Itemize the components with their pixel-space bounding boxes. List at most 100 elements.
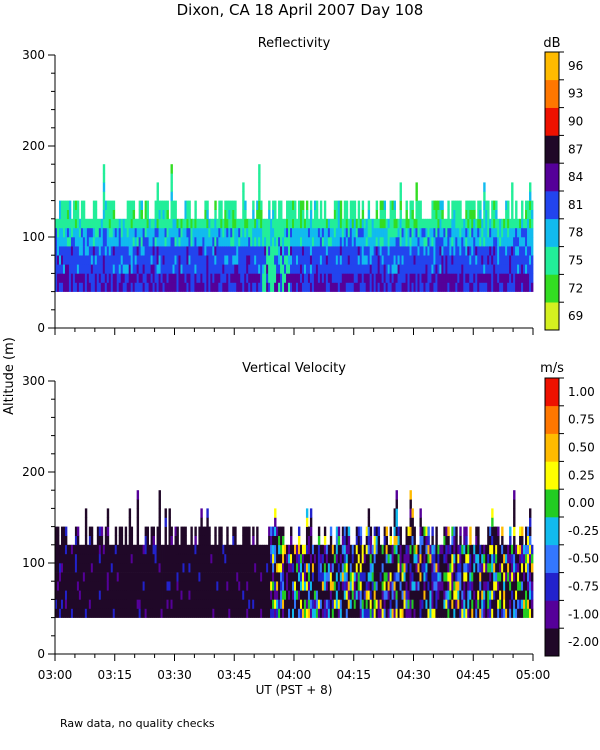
heatmap-cell — [525, 608, 528, 618]
heatmap-cell — [511, 608, 514, 618]
heatmap-cell — [501, 535, 504, 546]
heatmap-cell — [319, 218, 323, 229]
heatmap-column — [182, 218, 185, 292]
heatmap-cell — [411, 544, 414, 555]
heatmap-cell — [206, 218, 209, 229]
heatmap-cell — [104, 544, 108, 555]
heatmap-column — [238, 218, 241, 292]
heatmap-cell — [280, 255, 283, 265]
heatmap-cell — [72, 608, 76, 618]
heatmap-cell — [68, 246, 72, 256]
heatmap-cell — [383, 227, 387, 238]
heatmap-cell — [68, 264, 72, 274]
heatmap-column — [102, 164, 106, 292]
heatmap-cell — [331, 572, 335, 582]
heatmap-cell — [489, 590, 492, 600]
heatmap-cell — [242, 563, 245, 573]
heatmap-cell — [230, 581, 233, 591]
heatmap-cell — [435, 209, 438, 220]
heatmap-column — [335, 200, 339, 292]
heatmap-cell — [429, 218, 432, 229]
heatmap-cell — [319, 227, 323, 238]
heatmap-cell — [463, 535, 466, 546]
heatmap-cell — [425, 264, 428, 274]
heatmap-column — [270, 526, 273, 618]
heatmap-cell — [359, 255, 363, 265]
heatmap-cell — [359, 563, 363, 573]
heatmap-cell — [385, 264, 389, 274]
heatmap-cell — [62, 526, 66, 536]
heatmap-cell — [531, 282, 534, 292]
heatmap-cell — [198, 608, 201, 618]
heatmap-cell — [427, 572, 430, 582]
heatmap-cell — [236, 227, 239, 238]
heatmap-cell — [170, 581, 173, 591]
heatmap-cell — [280, 572, 283, 582]
heatmap-cell — [264, 273, 267, 283]
heatmap-cell — [469, 237, 472, 247]
heatmap-cell — [439, 255, 442, 265]
heatmap-cell — [309, 517, 313, 527]
heatmap-cell — [202, 608, 205, 618]
heatmap-cell — [158, 264, 161, 274]
heatmap-cell — [413, 526, 416, 536]
heatmap-cell — [55, 608, 58, 618]
heatmap-cell — [168, 508, 171, 518]
heatmap-cell — [190, 553, 193, 564]
heatmap-cell — [373, 572, 377, 582]
heatmap-cell — [405, 535, 408, 546]
heatmap-cell — [286, 209, 289, 220]
heatmap-cell — [419, 544, 422, 555]
heatmap-cell — [286, 282, 289, 292]
heatmap-cell — [104, 535, 108, 546]
heatmap-cell — [359, 227, 363, 238]
heatmap-cell — [521, 264, 524, 274]
heatmap-cell — [178, 590, 181, 600]
heatmap-cell — [391, 255, 394, 265]
heatmap-cell — [379, 553, 383, 564]
heatmap-cell — [274, 517, 277, 527]
heatmap-column — [274, 508, 277, 618]
heatmap-cell — [395, 255, 398, 265]
heatmap-column — [208, 526, 211, 618]
heatmap-cell — [90, 535, 94, 546]
heatmap-cell — [497, 255, 500, 265]
heatmap-cell — [479, 553, 482, 564]
heatmap-cell — [407, 526, 410, 536]
heatmap-cell — [180, 581, 183, 591]
heatmap-cell — [68, 209, 72, 220]
heatmap-cell — [66, 599, 70, 609]
heatmap-cell — [341, 273, 345, 283]
heatmap-cell — [172, 255, 175, 265]
heatmap-cell — [274, 264, 277, 274]
heatmap-cell — [188, 282, 191, 292]
heatmap-cell — [501, 246, 504, 256]
heatmap-column — [194, 200, 197, 292]
heatmap-cell — [108, 608, 112, 618]
heatmap-cell — [282, 535, 285, 546]
heatmap-cell — [114, 544, 118, 555]
heatmap-cell — [278, 200, 281, 210]
heatmap-cell — [489, 264, 492, 274]
heatmap-cell — [421, 526, 424, 536]
heatmap-cell — [511, 209, 514, 220]
heatmap-cell — [128, 218, 132, 229]
heatmap-cell — [260, 264, 263, 274]
heatmap-cell — [188, 553, 191, 564]
heatmap-cell — [102, 599, 106, 609]
heatmap-cell — [411, 599, 414, 609]
heatmap-cell — [421, 553, 424, 564]
heatmap-cell — [425, 227, 428, 238]
heatmap-cell — [331, 264, 335, 274]
heatmap-cell — [493, 535, 496, 546]
heatmap-cell — [433, 599, 436, 609]
heatmap-cell — [132, 237, 136, 247]
heatmap-cell — [399, 535, 402, 546]
heatmap-cell — [198, 227, 201, 238]
heatmap-cell — [403, 218, 406, 229]
heatmap-cell — [180, 535, 183, 546]
heatmap-cell — [132, 608, 136, 618]
heatmap-cell — [206, 237, 209, 247]
heatmap-cell — [184, 227, 187, 238]
heatmap-cell — [286, 544, 289, 555]
